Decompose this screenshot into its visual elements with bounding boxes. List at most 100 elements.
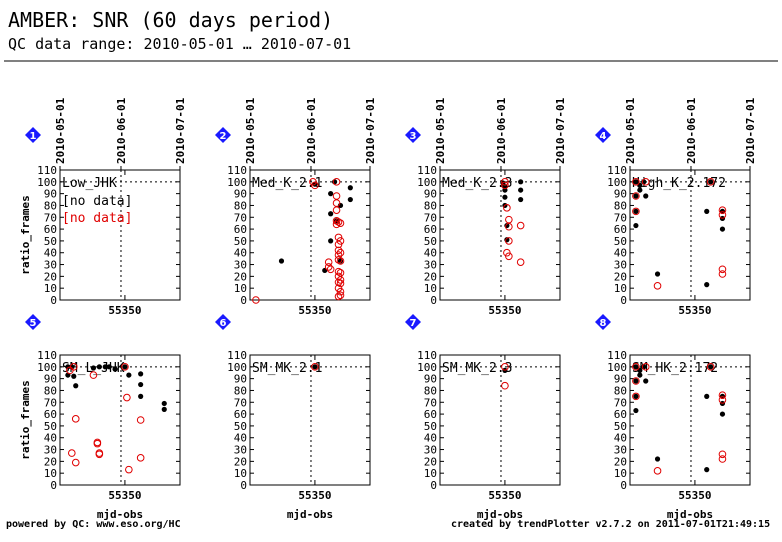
y-tick-label: 30 — [424, 444, 437, 457]
data-point-black — [704, 467, 710, 473]
y-tick-label: 20 — [234, 455, 247, 468]
y-tick-label: 40 — [234, 432, 247, 445]
y-tick-label: 40 — [424, 432, 437, 445]
y-tick-label: 30 — [44, 259, 57, 272]
y-tick-label: 60 — [424, 223, 437, 236]
data-point-black — [637, 182, 643, 188]
y-axis-label: ratio_frames — [19, 195, 32, 274]
y-tick-label: 110 — [227, 349, 247, 362]
data-point-black — [704, 393, 710, 399]
data-point-red — [252, 296, 260, 304]
data-point-red — [336, 276, 345, 284]
data-point-black — [633, 179, 639, 185]
panel-number-label: 8 — [600, 318, 607, 329]
data-point-red — [69, 363, 78, 371]
panel-number-badge — [405, 127, 421, 143]
data-point-red — [706, 178, 715, 186]
y-tick-label: 0 — [620, 479, 627, 492]
data-point-red — [718, 270, 727, 278]
panel-label: SM_HK_2.172 — [632, 361, 718, 376]
panel-label: SM_MK_2.1 — [252, 361, 322, 376]
y-tick-label: 10 — [614, 467, 627, 480]
x-axis-label: mjd-obs — [287, 508, 333, 521]
y-tick-label: 80 — [234, 384, 247, 397]
panel-number-label: 7 — [410, 318, 417, 329]
data-point-black — [328, 211, 334, 217]
data-point-black — [502, 194, 508, 200]
data-point-black — [633, 222, 639, 229]
panel-number-badge — [215, 314, 231, 330]
data-point-black — [71, 373, 77, 379]
y-tick-label: 80 — [424, 199, 437, 212]
y-tick-label: 70 — [44, 211, 57, 224]
data-point-red — [501, 178, 509, 186]
data-point-red — [505, 215, 513, 224]
data-point-red — [334, 256, 343, 264]
date-label: 2010-06-01 — [115, 97, 128, 164]
y-tick-label: 60 — [44, 408, 57, 421]
y-tick-label: 110 — [417, 349, 437, 362]
panel-5: 5010203040506070809010011055350SM_L_JHKr… — [19, 314, 181, 521]
data-point-red — [121, 363, 129, 371]
y-tick-label: 90 — [234, 373, 247, 386]
panel-label: Low_JHK — [62, 176, 117, 191]
x-axis-label: mjd-obs — [97, 508, 143, 521]
date-label: 2010-06-01 — [495, 97, 508, 164]
data-point-red — [334, 267, 343, 276]
x-tick-label: 55350 — [108, 489, 141, 502]
data-point-black — [278, 258, 285, 264]
y-tick-label: 100 — [417, 361, 437, 374]
y-tick-label: 50 — [614, 420, 627, 433]
y-tick-label: 70 — [424, 396, 437, 409]
x-tick-label: 55350 — [298, 489, 331, 502]
y-tick-label: 90 — [614, 188, 627, 201]
x-tick-label: 55350 — [678, 489, 711, 502]
date-label: 2010-05-01 — [54, 97, 67, 164]
plot-frame — [439, 169, 561, 301]
panel-label: Med_K_2.3 — [442, 176, 512, 191]
y-tick-label: 50 — [424, 235, 437, 248]
y-tick-label: 30 — [44, 444, 57, 457]
data-point-red — [71, 458, 80, 467]
panel-grid: 1010203040506070809010011055350Low_JHK[n… — [19, 97, 757, 521]
data-point-red — [332, 178, 341, 186]
data-point-red — [334, 278, 343, 287]
data-point-black — [518, 187, 524, 193]
data-point-red — [706, 363, 715, 371]
no-data-note: [no data] — [62, 194, 132, 209]
data-point-black — [708, 179, 714, 185]
data-point-black — [161, 400, 167, 407]
data-point-black — [328, 238, 334, 244]
data-point-black — [347, 196, 353, 203]
x-tick-label: 55350 — [298, 304, 331, 317]
y-tick-label: 80 — [44, 384, 57, 397]
y-tick-label: 100 — [37, 361, 57, 374]
data-point-red — [68, 449, 76, 457]
data-point-black — [312, 364, 318, 370]
panel-label: High_K_2.172 — [632, 176, 726, 191]
y-tick-label: 50 — [44, 235, 57, 248]
y-tick-label: 20 — [234, 270, 247, 283]
data-point-black — [633, 407, 639, 414]
data-point-red — [332, 217, 341, 225]
y-tick-label: 60 — [614, 408, 627, 421]
y-tick-label: 80 — [614, 199, 627, 212]
y-tick-label: 20 — [424, 270, 437, 283]
y-tick-label: 90 — [44, 373, 57, 386]
data-point-red — [332, 199, 341, 207]
y-tick-label: 30 — [614, 444, 627, 457]
y-tick-label: 70 — [424, 211, 437, 224]
panel-8: 8010203040506070809010011055350SM_HK_2.1… — [595, 314, 751, 521]
x-tick-label: 55350 — [488, 489, 521, 502]
data-point-black — [106, 364, 112, 370]
data-point-black — [633, 193, 639, 199]
y-tick-label: 10 — [424, 467, 437, 480]
panel-number-badge — [405, 314, 421, 330]
data-point-black — [654, 271, 661, 277]
data-point-black — [126, 372, 132, 378]
y-tick-label: 0 — [430, 294, 437, 307]
data-point-black — [643, 193, 649, 199]
y-tick-label: 40 — [44, 247, 57, 260]
y-tick-label: 110 — [607, 349, 627, 362]
